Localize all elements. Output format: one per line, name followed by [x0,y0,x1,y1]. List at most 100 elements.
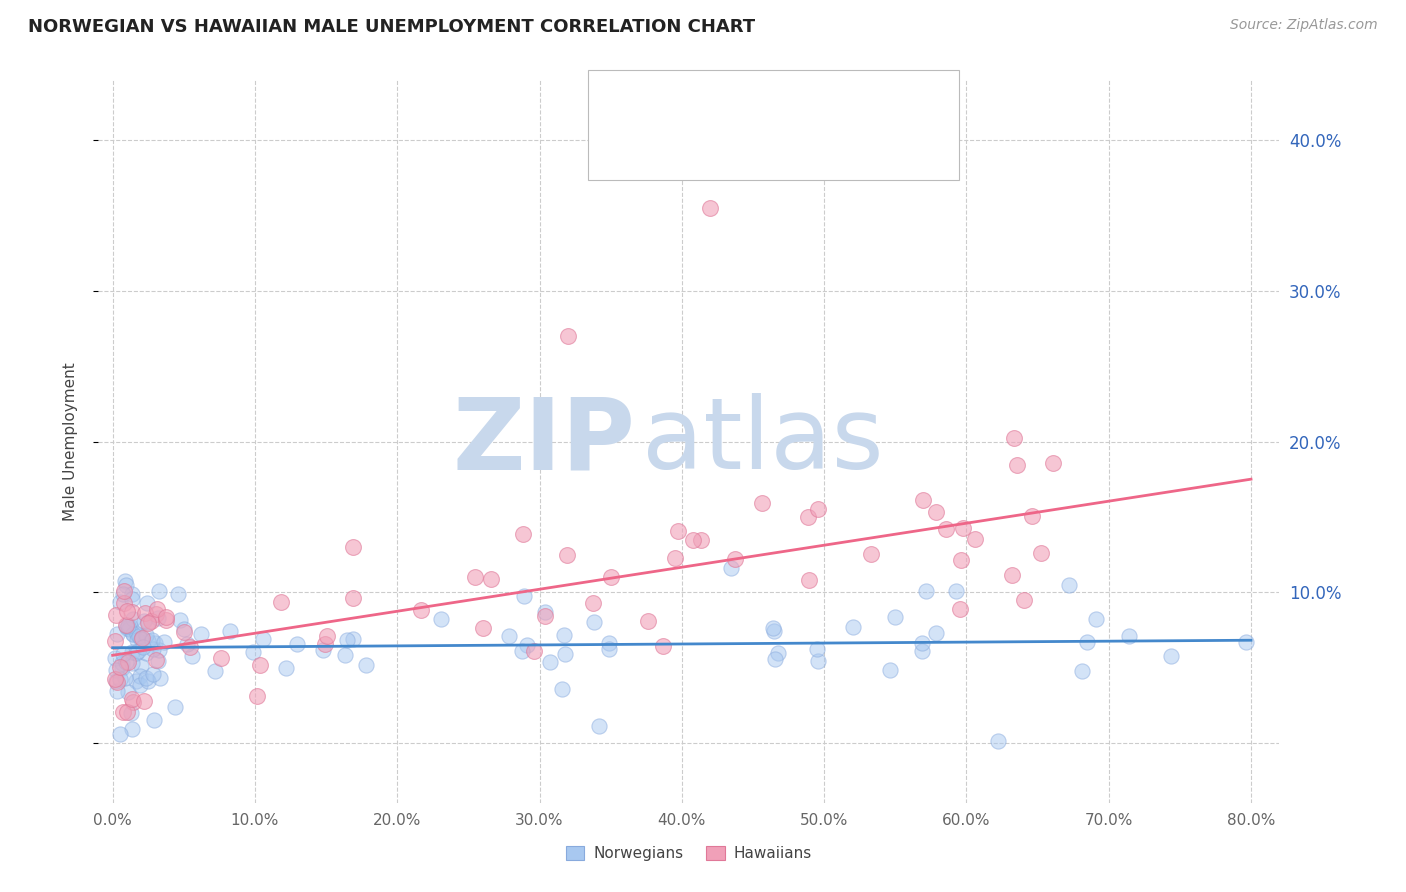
Text: atlas: atlas [641,393,883,490]
Text: Source: ZipAtlas.com: Source: ZipAtlas.com [1230,18,1378,32]
Point [121,656,143,670]
Point [108,659,131,673]
Point [148,643,170,657]
Point [513,589,536,603]
Point [690,533,713,548]
Point [765,651,787,665]
Point [111,647,134,661]
Point [128,669,150,683]
Point [209,650,232,665]
Point [105,684,128,698]
Point [111,706,134,720]
Point [1021,508,1043,523]
Point [807,502,830,516]
Point [1076,634,1098,648]
Text: ZIP: ZIP [453,393,636,490]
Point [252,632,274,646]
Point [952,521,974,535]
Point [987,734,1010,748]
Point [538,655,561,669]
Point [136,615,159,630]
Point [720,561,742,575]
Point [121,592,143,607]
Point [131,631,153,645]
Point [924,505,946,519]
Point [121,587,143,601]
Point [204,665,226,679]
Point [912,493,935,508]
Point [797,573,820,587]
Point [1031,546,1053,560]
Point [598,635,620,649]
Point [121,605,143,619]
Point [127,633,149,648]
Text: R = 0.402   N =  71: R = 0.402 N = 71 [644,131,834,149]
Y-axis label: Male Unemployment: Male Unemployment [63,362,77,521]
Point [751,496,773,510]
Point [120,706,142,720]
Point [598,641,620,656]
Point [108,595,131,609]
Point [471,621,494,635]
Point [108,727,131,741]
Point [242,645,264,659]
Point [129,632,152,646]
Point [132,614,155,628]
Point [554,647,576,661]
Point [114,671,136,685]
Point [935,522,957,536]
Point [190,627,212,641]
Point [859,547,882,561]
Point [125,627,148,641]
Point [246,689,269,703]
Point [512,527,534,541]
Point [1005,458,1028,472]
Point [336,633,359,648]
Point [806,642,828,657]
Point [553,628,575,642]
Point [117,622,139,636]
Point [141,614,163,628]
Point [111,661,134,675]
Point [120,619,142,633]
Point [1042,456,1064,470]
Point [600,570,623,584]
Point [342,632,364,646]
Point [356,658,378,673]
Point [664,551,686,566]
Point [766,647,789,661]
Point [112,583,135,598]
Point [652,639,675,653]
Point [949,553,972,567]
Point [145,653,167,667]
Point [110,673,132,687]
Point [763,624,786,639]
Point [111,657,134,671]
Point [533,609,555,624]
Point [121,695,143,709]
Point [1160,649,1182,664]
Point [430,612,453,626]
Point [915,584,938,599]
Point [143,636,166,650]
Point [115,621,138,635]
Point [134,671,156,685]
Point [107,675,129,690]
Point [138,615,160,630]
Point [582,596,605,610]
Point [479,572,502,586]
Point [136,596,159,610]
Point [173,624,195,639]
Point [668,524,690,538]
Point [498,629,520,643]
Point [925,626,948,640]
Point [127,644,149,658]
Point [333,648,356,662]
Point [274,661,297,675]
Point [637,614,659,628]
Point [523,644,546,658]
Point [555,548,578,562]
Point [342,540,364,554]
Point [146,654,169,668]
Point [314,637,336,651]
